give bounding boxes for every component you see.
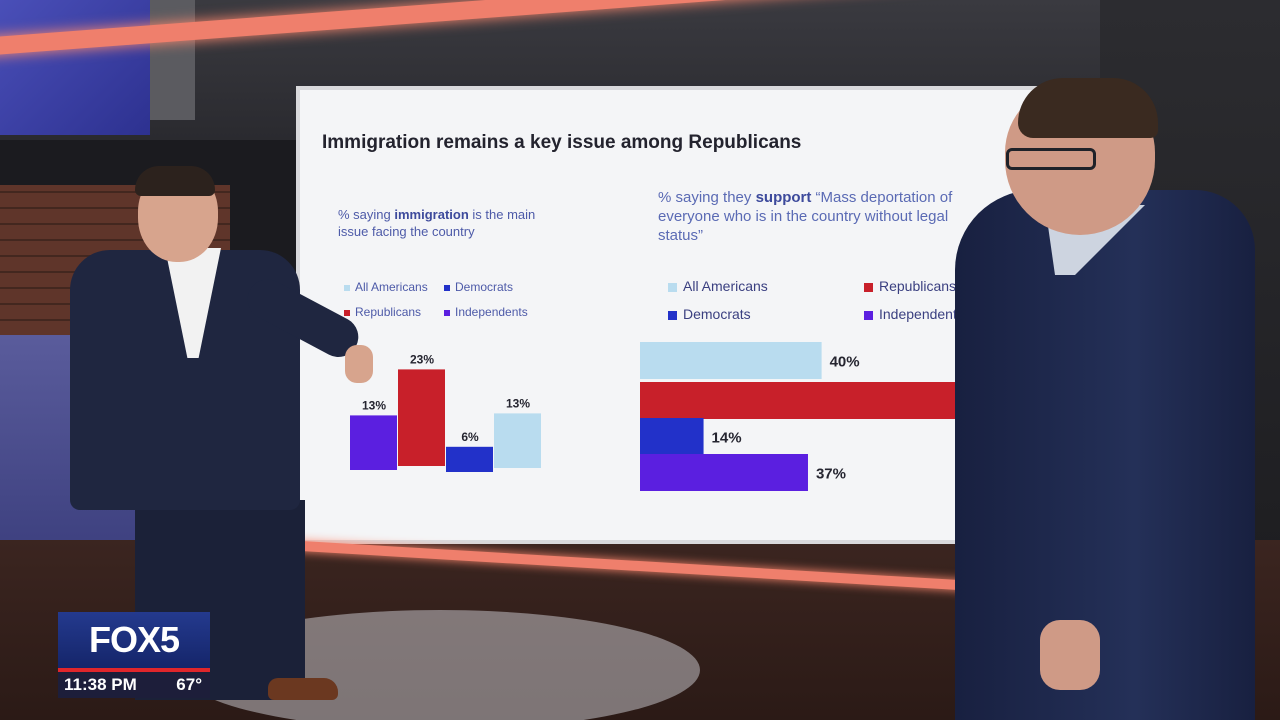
legend-label: Independents bbox=[879, 306, 964, 322]
presenter-shoe bbox=[268, 678, 338, 700]
legend-item: Independents bbox=[444, 305, 528, 319]
legend-label: Republicans bbox=[879, 278, 957, 294]
subtitle-emphasis: immigration bbox=[394, 207, 469, 222]
bar bbox=[446, 446, 493, 472]
legend-item: All Americans bbox=[668, 278, 768, 294]
legend-swatch bbox=[864, 310, 873, 320]
right-chart-subtitle: % saying they support “Mass deportation … bbox=[658, 188, 988, 245]
data-label: 40% bbox=[830, 354, 860, 371]
subtitle-text: % saying bbox=[338, 207, 395, 222]
subtitle-text: % saying they bbox=[658, 189, 756, 206]
legend-item: Independents bbox=[864, 306, 964, 322]
subtitle-text: is the main issue facing the country bbox=[338, 207, 536, 239]
legend-label: Independents bbox=[455, 305, 528, 319]
subtitle-emphasis: support bbox=[755, 189, 812, 206]
broadcast-temperature: 67° bbox=[176, 675, 202, 694]
legend-label: Republicans bbox=[355, 305, 422, 319]
guest-hair bbox=[1018, 78, 1158, 138]
legend-label: All Americans bbox=[683, 278, 768, 294]
guest-glasses bbox=[1006, 148, 1096, 170]
legend-swatch bbox=[344, 309, 350, 316]
legend-swatch bbox=[668, 282, 677, 292]
presenter-hair bbox=[135, 166, 215, 196]
legend-item: Republicans bbox=[864, 278, 956, 294]
data-label: 13% bbox=[506, 396, 530, 410]
legend-swatch bbox=[668, 310, 677, 320]
broadcast-time: 11:38 PM bbox=[64, 675, 137, 694]
legend-item: All Americans bbox=[344, 280, 428, 294]
bar bbox=[640, 418, 704, 455]
legend-swatch bbox=[864, 282, 873, 292]
data-label: 14% bbox=[712, 430, 742, 447]
legend-swatch bbox=[344, 284, 350, 291]
bar bbox=[398, 369, 445, 466]
legend-item: Democrats bbox=[444, 280, 513, 294]
chart-plot-area: 13%23%6%13%40%7214%37% bbox=[350, 342, 992, 491]
legend-swatch bbox=[444, 284, 450, 291]
legend-label: All Americans bbox=[355, 280, 428, 294]
data-label: 23% bbox=[410, 352, 434, 366]
data-label: 6% bbox=[461, 430, 479, 444]
pillar bbox=[150, 0, 195, 120]
data-label: 13% bbox=[362, 398, 386, 412]
left-chart-subtitle: % saying immigration is the main issue f… bbox=[338, 206, 538, 240]
chart-screen: Immigration remains a key issue among Re… bbox=[296, 86, 1052, 544]
legend-label: Democrats bbox=[455, 280, 514, 294]
station-bug: FOX5 11:38 PM 67° bbox=[58, 612, 210, 698]
fox5-logo: FOX5 bbox=[58, 612, 210, 668]
bug-accent-bar bbox=[58, 668, 210, 672]
bar bbox=[640, 454, 808, 491]
subtitle-text: “Mass deportation of everyone who is in … bbox=[658, 189, 953, 244]
bar bbox=[350, 415, 397, 470]
blue-wall-panel bbox=[0, 0, 150, 135]
legend-label: Democrats bbox=[683, 306, 751, 322]
presenter-hand bbox=[345, 345, 373, 383]
data-label: 37% bbox=[816, 466, 846, 483]
bar bbox=[494, 413, 541, 468]
legend-item: Republicans bbox=[344, 305, 421, 319]
bug-info-bar: 11:38 PM 67° bbox=[58, 672, 210, 698]
bar bbox=[640, 382, 967, 419]
bar bbox=[640, 342, 822, 379]
legend-swatch bbox=[444, 309, 450, 316]
guest-hand bbox=[1040, 620, 1100, 690]
legend-item: Democrats bbox=[668, 306, 751, 322]
chart-title: Immigration remains a key issue among Re… bbox=[322, 132, 802, 153]
guest-suit bbox=[955, 190, 1255, 720]
